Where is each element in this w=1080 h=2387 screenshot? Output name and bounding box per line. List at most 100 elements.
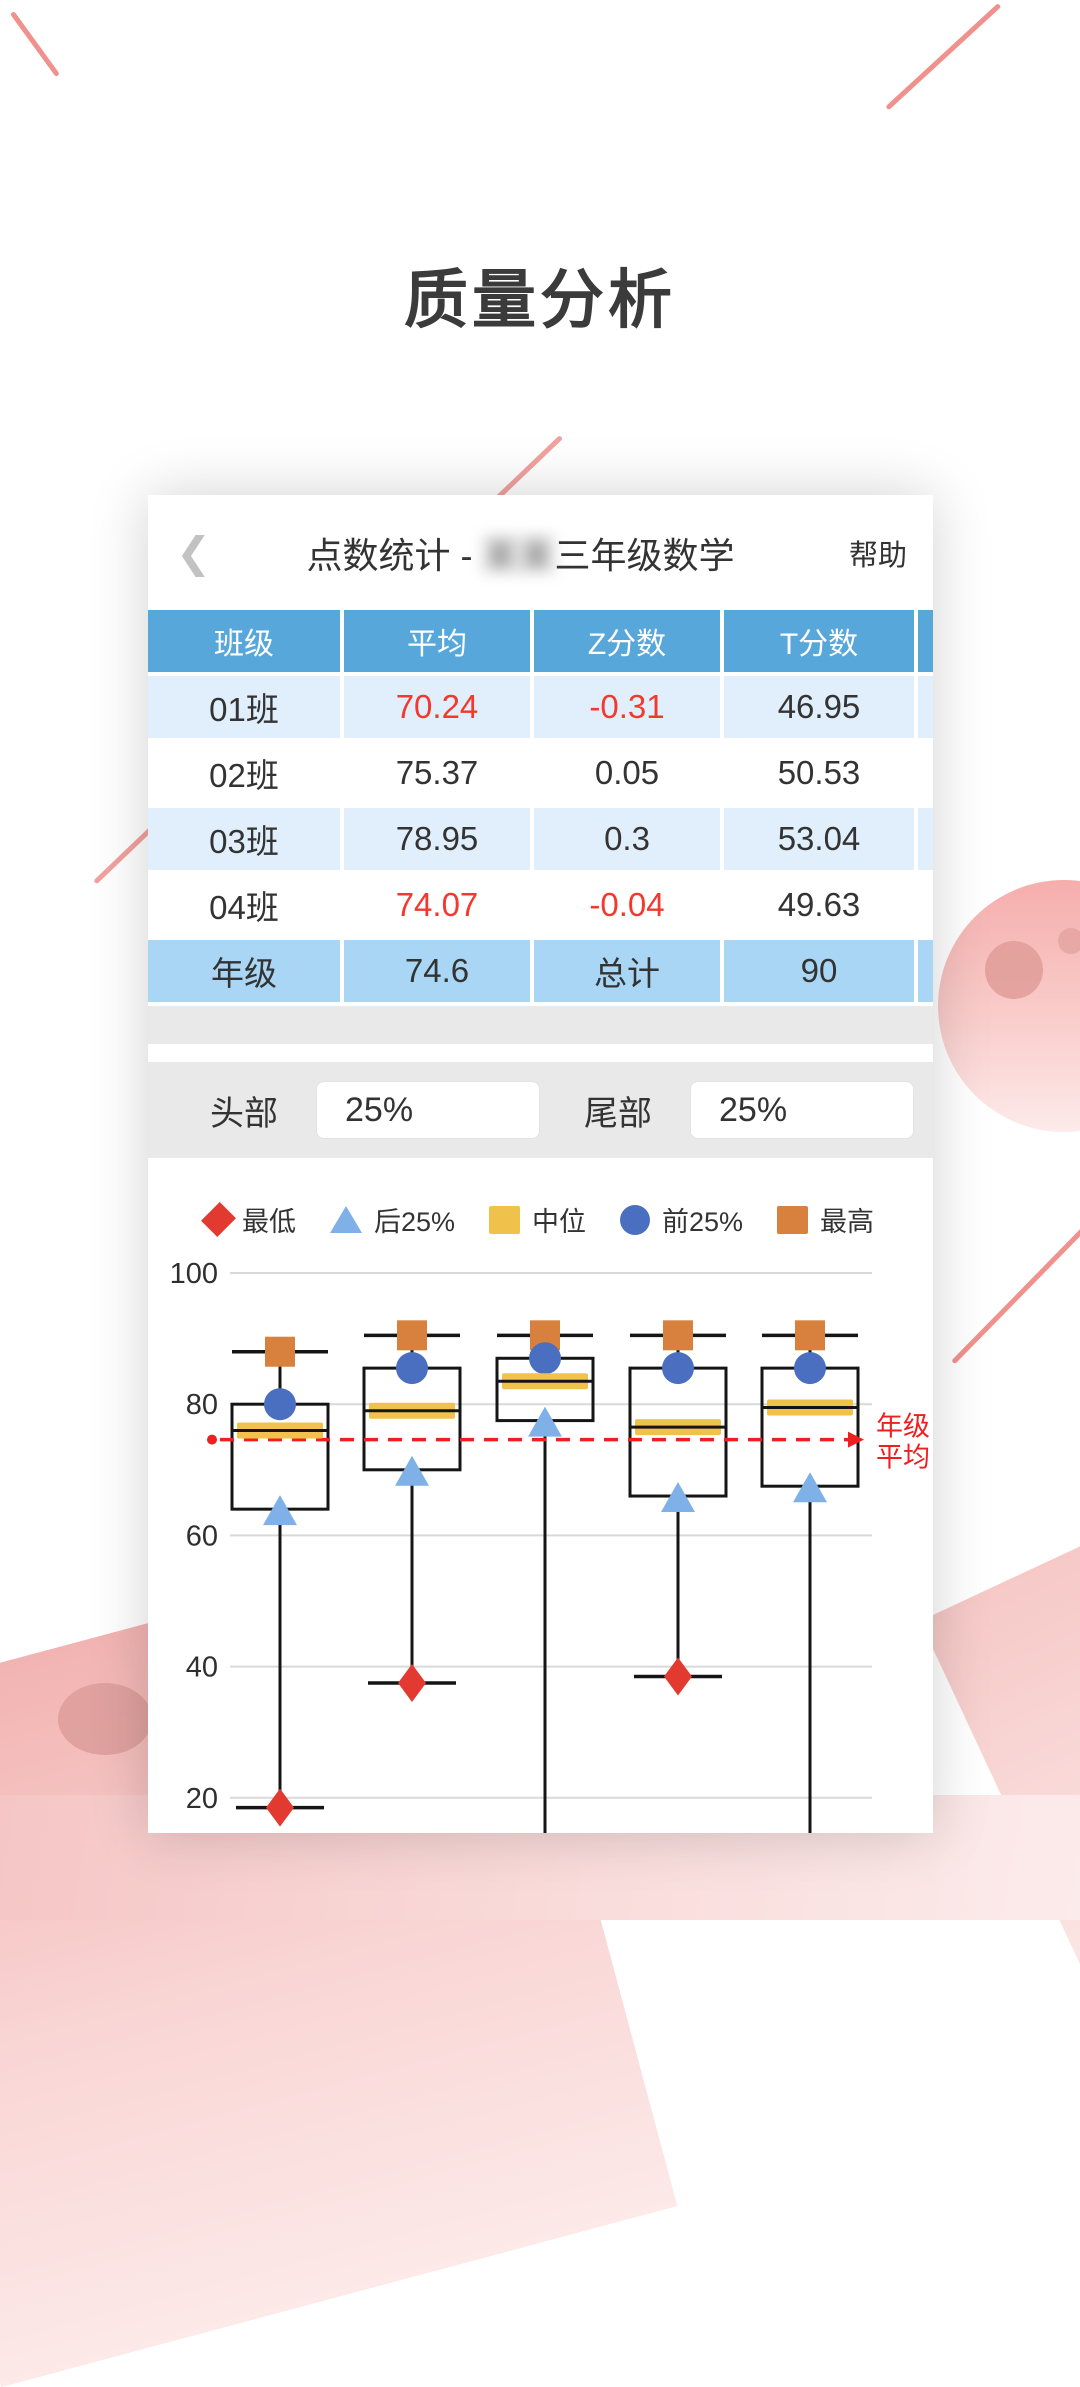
legend-item: 最低 [200, 1200, 296, 1239]
table-footer-cell: 总计 [534, 940, 720, 1002]
chart-legend: 最低 后25% 中位 前25% 最高 [148, 1200, 933, 1239]
card-title: 点数统计 - 某某三年级数学 [218, 527, 823, 579]
table-footer-cell: 90 [724, 940, 914, 1002]
legend-item: 前25% [620, 1200, 743, 1239]
legend-label: 最高 [820, 1207, 875, 1237]
deco-line-topleft [9, 11, 60, 78]
low25-marker [528, 1406, 562, 1437]
top25-marker [662, 1352, 694, 1385]
y-tick-label: 60 [186, 1520, 218, 1552]
table-cell: 03班 [148, 808, 340, 870]
mean-line-arrow [848, 1431, 864, 1448]
deco-blob-ellipse [58, 1683, 152, 1755]
stats-card: ❮ 点数统计 - 某某三年级数学 帮助 班级 平均 Z分数 T分数 01班 70.24 -0… [148, 495, 933, 1006]
triangle-up-icon [329, 1206, 362, 1233]
card-title-masked: 某某 [482, 534, 555, 576]
mean-label-line2: 平均 [876, 1443, 930, 1473]
page-title: 质量分析 [404, 264, 676, 336]
table-cell [918, 676, 933, 738]
section-gap [148, 1006, 933, 1044]
table-cell: 78.95 [344, 808, 530, 870]
deco-pink-circle-spot [985, 941, 1043, 999]
table-cell: 02班 [148, 742, 340, 804]
legend-label: 中位 [532, 1207, 586, 1237]
legend-item: 最高 [777, 1200, 874, 1239]
max-marker [397, 1320, 427, 1351]
top25-marker [396, 1352, 428, 1385]
mean-line-dot [207, 1434, 217, 1445]
top25-marker [264, 1388, 296, 1421]
stats-table: 班级 平均 Z分数 T分数 01班 70.24 -0.31 46.95 02班 75.37 0.05… [148, 610, 933, 1002]
top25-marker [529, 1342, 561, 1375]
deco-line-topright [885, 3, 1002, 111]
head-label: 头部 [210, 1094, 278, 1133]
deco-line-bottomright [951, 1217, 1080, 1365]
table-cell: 70.24 [344, 676, 530, 738]
table-cell: 0.3 [534, 808, 720, 870]
low25-marker [263, 1495, 297, 1526]
table-header-cell: Z分数 [534, 610, 720, 672]
max-marker [663, 1320, 693, 1351]
table-cell: 74.07 [344, 874, 530, 936]
boxplot-card: 最低 后25% 中位 前25% 最高 100 80 60 40 20 年级 平均 [148, 1158, 933, 1833]
tail-percent-input[interactable] [690, 1081, 914, 1139]
table-footer-cell: 年级 [148, 940, 340, 1002]
top25-marker [794, 1352, 826, 1385]
head-percent-input[interactable] [316, 1081, 540, 1139]
table-cell: 01班 [148, 676, 340, 738]
legend-label: 前25% [662, 1207, 744, 1237]
table-cell [918, 808, 933, 870]
table-footer-cell [918, 940, 933, 1002]
box [760, 1366, 860, 1488]
y-tick-label: 20 [186, 1783, 218, 1815]
back-icon[interactable]: ❮ [176, 528, 212, 576]
table-cell: 04班 [148, 874, 340, 936]
max-marker [265, 1336, 295, 1367]
legend-item: 后25% [329, 1200, 455, 1239]
table-header-cell: T分数 [724, 610, 914, 672]
low25-marker [661, 1482, 695, 1513]
min-marker [266, 1788, 294, 1827]
deco-pink-circle [938, 880, 1080, 1132]
table-cell: -0.04 [534, 874, 720, 936]
card-title-suffix: 三年级数学 [554, 534, 735, 576]
min-marker [664, 1657, 692, 1696]
low25-marker [793, 1472, 827, 1503]
legend-item: 中位 [489, 1200, 586, 1239]
mean-label-line1: 年级 [876, 1412, 930, 1442]
circle-icon [620, 1204, 650, 1235]
table-cell: 46.95 [724, 676, 914, 738]
table-cell [918, 874, 933, 936]
table-header-cell [918, 610, 933, 672]
square-icon [489, 1205, 520, 1234]
table-cell: 50.53 [724, 742, 914, 804]
legend-label: 后25% [373, 1207, 455, 1237]
table-footer-cell: 74.6 [344, 940, 530, 1002]
table-header-cell: 班级 [148, 610, 340, 672]
max-marker [795, 1320, 825, 1351]
y-tick-label: 80 [186, 1389, 218, 1421]
table-cell [918, 742, 933, 804]
diamond-icon [200, 1202, 236, 1237]
deco-pink-circle-spot-small [1058, 928, 1080, 954]
legend-label: 最低 [241, 1207, 296, 1237]
card-header: ❮ 点数统计 - 某某三年级数学 帮助 [148, 495, 933, 610]
y-tick-label: 40 [186, 1652, 218, 1684]
divider-strip [148, 1044, 933, 1062]
table-cell: 75.37 [344, 742, 530, 804]
table-cell: 53.04 [724, 808, 914, 870]
card-title-prefix: 点数统计 - [306, 534, 483, 576]
table-cell: 0.05 [534, 742, 720, 804]
square-icon [777, 1205, 809, 1234]
low25-marker [395, 1455, 429, 1486]
percent-filters: 头部 尾部 [148, 1062, 933, 1158]
table-cell: 49.63 [724, 874, 914, 936]
deco-wedge-bottom-right [920, 1443, 1080, 2093]
min-marker [398, 1664, 426, 1702]
table-header-cell: 平均 [344, 610, 530, 672]
help-button[interactable]: 帮助 [848, 539, 907, 572]
y-tick-label: 100 [170, 1258, 218, 1290]
content-column: ❮ 点数统计 - 某某三年级数学 帮助 班级 平均 Z分数 T分数 01班 70.24 -0… [148, 495, 933, 1833]
tail-label: 尾部 [584, 1094, 652, 1133]
